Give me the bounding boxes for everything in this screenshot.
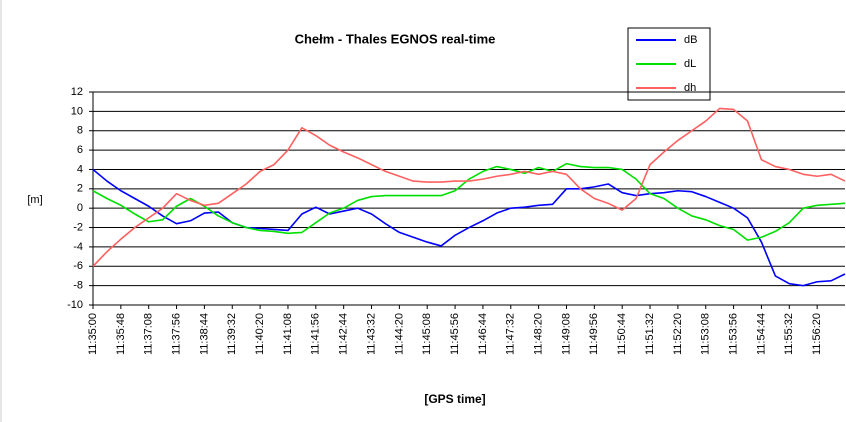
y-tick-label: -4 [73,241,83,253]
x-tick-label: 11:43:32 [365,313,377,355]
x-tick-label: 11:54:44 [755,313,767,355]
x-tick-label: 11:49:56 [588,313,600,355]
y-tick-label: -6 [73,260,83,272]
x-tick-label: 11:53:08 [700,313,712,355]
x-tick-label: 11:35:48 [115,313,127,355]
x-tick-label: 11:41:08 [282,313,294,355]
legend-label: dL [684,58,696,70]
x-tick-label: 11:35:00 [87,313,99,355]
x-tick-label: 11:53:56 [727,313,739,355]
x-tick-label: 11:45:08 [421,313,433,355]
y-tick-label: 0 [77,202,83,214]
series-line [92,168,846,287]
y-tick-label: 10 [71,105,83,117]
x-tick-label: 11:52:20 [672,313,684,355]
y-tick-label: 12 [71,86,83,98]
y-tick-label: -10 [67,299,83,311]
x-tick-label: 11:39:32 [226,313,238,355]
x-tick-label: 11:38:44 [198,313,210,355]
x-tick-label: 11:45:56 [449,313,461,355]
y-tick-label: 6 [77,144,83,156]
x-tick-label: 11:56:20 [811,313,823,355]
y-tick-label: 8 [77,125,83,137]
chart-title: Chełm - Thales EGNOS real-time [295,31,496,46]
x-axis-title: [GPS time] [424,392,485,406]
x-tick-label: 11:48:20 [533,313,545,355]
x-tick-label: 11:37:08 [143,313,155,355]
y-tick-label: -2 [73,221,83,233]
x-tick-label: 11:55:32 [783,313,795,355]
x-tick-label: 11:49:08 [560,313,572,355]
x-tick-label: 11:40:20 [254,313,266,355]
x-tick-label: 11:50:44 [616,313,628,355]
x-tick-label: 11:47:32 [505,313,517,355]
series-line [92,162,846,241]
x-tick-label: 11:46:44 [477,313,489,355]
x-tick-label: 11:41:56 [310,313,322,355]
series-line [92,107,846,267]
legend-label: dB [684,34,697,46]
y-tick-label: 2 [77,183,83,195]
x-tick-label: 11:44:20 [393,313,405,355]
x-tick-label: 11:37:56 [170,313,182,355]
x-tick-label: 11:42:44 [338,313,350,355]
y-axis-title: [m] [27,194,42,206]
x-tick-label: 11:51:32 [644,313,656,355]
y-tick-label: 4 [77,163,83,175]
y-tick-label: -8 [73,280,83,292]
legend-label: dh [684,82,696,94]
